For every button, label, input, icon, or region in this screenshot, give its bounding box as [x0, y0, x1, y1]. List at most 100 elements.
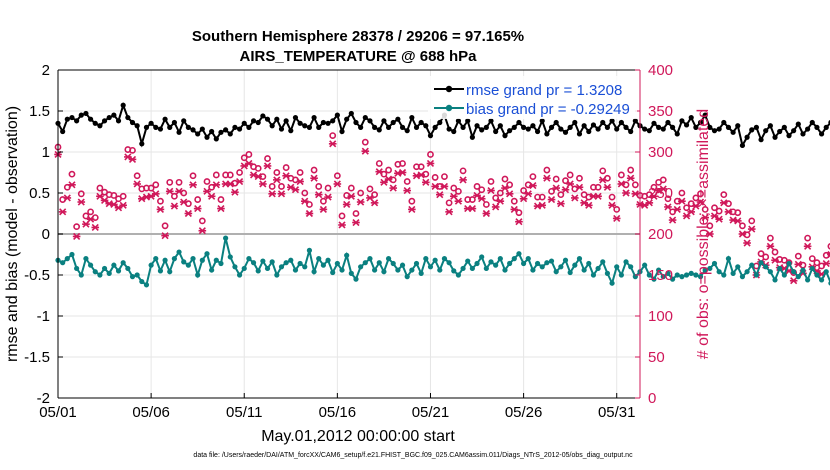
obs-possible-point [562, 177, 569, 185]
rmse-point [358, 124, 364, 130]
bias-point [297, 260, 303, 267]
rmse-point [791, 128, 797, 134]
rmse-point [185, 124, 191, 130]
y-tick-label-left: -0.5 [24, 267, 50, 284]
rmse-point [162, 116, 168, 122]
obs-assimilated-point [538, 201, 547, 209]
bias-point [539, 264, 545, 270]
rmse-point [697, 119, 704, 126]
obs-possible-point [161, 222, 169, 230]
bias-point [87, 262, 94, 268]
obs-possible-point [403, 178, 411, 185]
obs-possible-point [254, 164, 262, 172]
rmse-point [642, 126, 648, 132]
rmse-point [781, 124, 787, 130]
bias-point [767, 269, 773, 275]
obs-possible-point [306, 201, 313, 208]
data-file-footnote: data file: /Users/raeder/DAI/ATM_forcXX/… [193, 452, 633, 459]
bias-point [465, 258, 471, 264]
bias-point [269, 259, 275, 265]
obs-possible-point [152, 181, 160, 189]
obs-possible-point [129, 146, 136, 154]
rmse-point [530, 123, 536, 129]
bias-point [302, 264, 308, 270]
obs-assimilated-point [151, 190, 160, 198]
obs-possible-point [77, 190, 85, 198]
obs-possible-point [333, 172, 341, 180]
obs-possible-point [608, 193, 616, 201]
bias-point [753, 272, 760, 278]
obs-assimilated-point [128, 155, 137, 163]
obs-assimilated-point [273, 176, 281, 184]
obs-possible-point [324, 184, 332, 192]
rmse-point [404, 128, 410, 134]
obs-possible-point [734, 209, 742, 217]
rmse-point [111, 112, 117, 118]
rmse-point [739, 142, 746, 149]
rmse-point [376, 127, 382, 133]
rmse-point [195, 131, 201, 137]
bias-point [385, 256, 392, 262]
bias-point [325, 257, 331, 263]
bias-point [316, 256, 322, 262]
obs-assimilated-point [347, 192, 356, 200]
rmse-point [139, 141, 145, 147]
y-tick-label-right: 150 [648, 267, 673, 284]
obs-assimilated-point [547, 195, 556, 204]
rmse-point [479, 127, 485, 133]
rmse-point [772, 134, 778, 140]
rmse-point [651, 120, 657, 126]
obs-possible-point [613, 205, 621, 213]
obs-possible-point [319, 197, 327, 205]
bias-point [348, 270, 354, 276]
bias-point [264, 265, 271, 272]
rmse-point [171, 119, 177, 126]
obs-assimilated-point [72, 232, 81, 241]
y-tick-label-right: 250 [648, 185, 673, 202]
rmse-point [646, 128, 652, 134]
bias-point [204, 251, 210, 257]
x-axis-label: May.01,2012 00:00:00 start [261, 428, 455, 445]
rmse-point [218, 129, 224, 135]
obs-possible-point [133, 172, 141, 180]
bias-point [409, 267, 415, 273]
obs-assimilated-point [571, 194, 579, 202]
obs-assimilated-point [473, 191, 481, 200]
bias-point [311, 269, 317, 275]
obs-possible-point [711, 204, 718, 212]
rmse-point [521, 124, 527, 130]
bias-point [511, 256, 517, 262]
bias-point [367, 256, 373, 262]
obs-possible-point [198, 217, 206, 225]
obs-possible-point [459, 167, 467, 175]
rmse-point [190, 127, 196, 133]
rmse-point [604, 124, 611, 130]
obs-assimilated-point [747, 225, 756, 233]
bias-point [553, 269, 559, 275]
rmse-point [334, 112, 340, 118]
rmse-point [250, 118, 257, 124]
bias-point [162, 257, 168, 263]
obs-possible-point [352, 210, 360, 217]
bias-point [795, 274, 801, 280]
obs-possible-point [552, 175, 560, 183]
obs-possible-point [441, 173, 448, 180]
rmse-point [590, 122, 597, 128]
legend-marker-rmse [445, 85, 453, 93]
bias-point [283, 260, 289, 266]
obs-assimilated-point [403, 186, 411, 195]
y-tick-label-left: 1.5 [29, 103, 50, 120]
obs-assimilated-point [189, 181, 197, 189]
obs-possible-point [240, 154, 248, 162]
obs-assimilated-point [161, 232, 169, 240]
rmse-point [805, 126, 811, 132]
obs-possible-point [282, 164, 290, 171]
obs-assimilated-point [603, 183, 612, 191]
obs-possible-point [650, 183, 658, 191]
bias-point [330, 269, 336, 276]
bias-point [111, 262, 117, 268]
obs-assimilated-point [245, 159, 253, 168]
bias-point [232, 264, 238, 270]
rmse-point [83, 110, 89, 117]
rmse-point [181, 118, 187, 124]
